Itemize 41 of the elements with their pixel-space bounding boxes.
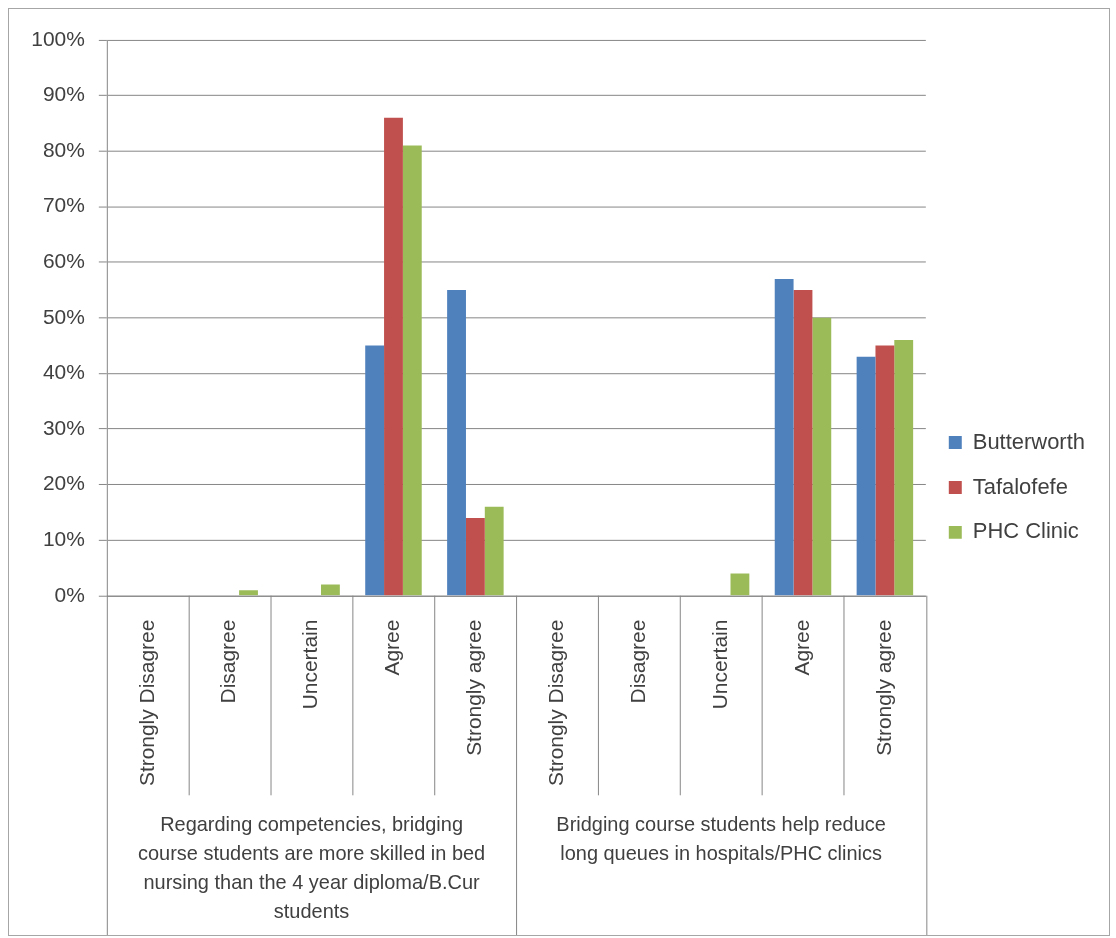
y-tick-label: 80% bbox=[42, 137, 85, 161]
y-tick-label: 100% bbox=[31, 26, 85, 50]
x-tick-label: Disagree bbox=[625, 619, 649, 704]
x-tick-label: Strongly Disagree bbox=[544, 619, 568, 787]
x-tick-label: Strongly agree bbox=[462, 619, 486, 756]
x-tick-label: Disagree bbox=[216, 619, 240, 704]
x-tick-label: Agree bbox=[380, 619, 404, 676]
x-tick-label: Strongly agree bbox=[871, 619, 895, 756]
y-tick-label: 20% bbox=[42, 471, 85, 495]
y-tick-label: 30% bbox=[42, 415, 85, 439]
legend-label: Butterworth bbox=[972, 428, 1085, 454]
bar bbox=[447, 290, 466, 596]
bar bbox=[875, 345, 895, 596]
y-tick-label: 0% bbox=[54, 582, 85, 606]
bar bbox=[894, 340, 914, 596]
legend-label: Tafalofefe bbox=[972, 473, 1068, 499]
x-tick-label: Uncertain bbox=[298, 619, 322, 710]
bar bbox=[730, 573, 750, 596]
y-tick-label: 90% bbox=[42, 82, 85, 106]
x-tick-label: Uncertain bbox=[707, 619, 731, 710]
x-tick-label: Strongly Disagree bbox=[134, 619, 158, 787]
bar bbox=[365, 345, 385, 596]
bar bbox=[321, 584, 340, 596]
bar bbox=[793, 290, 813, 596]
text: Regarding competencies, bridging course students are more skilled in bed nursing than the 4 year diploma/B.Cur students bbox=[137, 812, 486, 922]
bar bbox=[484, 506, 504, 596]
bar bbox=[856, 356, 876, 596]
text: Bridging course students help reduce long queues in hospitals/PHC clinics bbox=[556, 812, 886, 864]
bar bbox=[239, 590, 258, 596]
bar bbox=[384, 117, 403, 596]
y-tick-label: 60% bbox=[42, 249, 85, 273]
y-tick-label: 40% bbox=[42, 360, 85, 384]
y-tick-label: 70% bbox=[42, 193, 85, 217]
y-tick-label: 50% bbox=[42, 304, 85, 328]
y-tick-label: 10% bbox=[42, 526, 85, 550]
bar bbox=[812, 317, 832, 596]
x-tick-label: Agree bbox=[789, 619, 813, 676]
legend-label: PHC Clinic bbox=[972, 518, 1079, 544]
bar bbox=[402, 145, 422, 596]
bar bbox=[774, 278, 794, 596]
bar bbox=[465, 517, 485, 596]
